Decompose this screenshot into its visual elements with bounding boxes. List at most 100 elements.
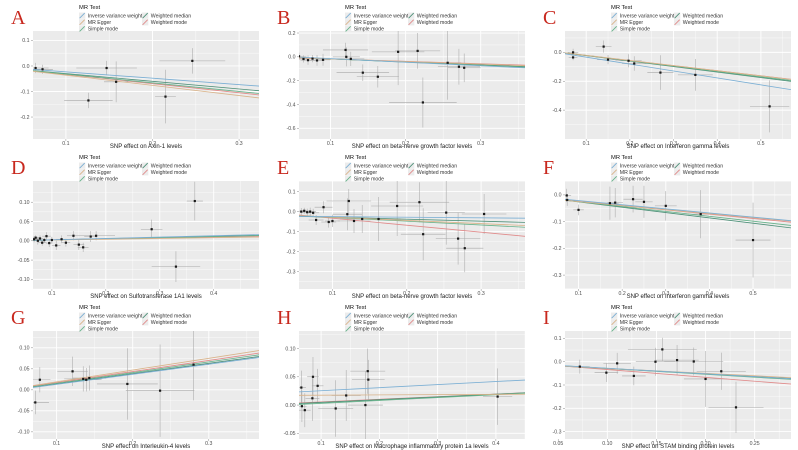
regression-line-simple bbox=[33, 70, 259, 94]
legend-item-label: Weighted median bbox=[151, 313, 191, 319]
panel-A: 0.1 0.2 0.3 0.1 0.0 -0.1 -0.2 SNP effect on Axi… bbox=[0, 0, 266, 150]
legend-item-label: Weighted median bbox=[151, 13, 191, 19]
x-axis-title: SNP effect on STAM binding protein level… bbox=[622, 444, 735, 450]
legend-line-swatch-wmedian-icon bbox=[142, 162, 149, 169]
minor-gridlines bbox=[33, 31, 259, 139]
minor-gridlines bbox=[565, 31, 791, 139]
x-tick-label: 0.10 bbox=[602, 441, 612, 447]
legend-line-swatch-ivw-icon bbox=[345, 12, 352, 19]
x-axis-title: SNP effect on Sulfotransferase 1A1 level… bbox=[90, 294, 202, 300]
legend-item-label: Inverse variance weighted bbox=[354, 163, 414, 169]
legend-line-swatch-ivw-icon bbox=[345, 162, 352, 169]
regression-lines bbox=[299, 379, 525, 405]
data-points bbox=[34, 363, 195, 404]
y-tick-label: 0.0 bbox=[554, 50, 561, 56]
y-tick-label: 0.1 bbox=[288, 189, 295, 195]
legend-line-swatch-wmedian-icon bbox=[408, 12, 415, 19]
regression-line-ivw bbox=[33, 69, 259, 87]
legend-title: MR Test bbox=[79, 155, 101, 161]
x-axis-title: SNP effect on Interleukin-4 levels bbox=[102, 444, 191, 450]
legend-line-swatch-simple-icon bbox=[345, 25, 352, 32]
major-gridlines bbox=[565, 181, 791, 289]
legend-line-swatch-simple-icon bbox=[79, 25, 86, 32]
legend-title: MR Test bbox=[79, 305, 101, 311]
x-tick-label: 0.3 bbox=[670, 141, 677, 147]
y-tick-label: 0.00 bbox=[19, 388, 29, 394]
x-tick-label: 0.2 bbox=[626, 141, 633, 147]
regression-line-ivw bbox=[299, 215, 525, 219]
legend-item-label: Simple mode bbox=[620, 177, 650, 183]
regression-lines bbox=[33, 69, 259, 99]
legend-item-label: Weighted median bbox=[683, 313, 723, 319]
x-tick-label: 0.3 bbox=[205, 441, 212, 447]
panel-G: 0.1 0.2 0.3 0.10 0.05 0.00 -0.05 -0.10 SNP effec… bbox=[0, 300, 266, 450]
y-tick-label: 0.00 bbox=[285, 403, 295, 409]
legend-item-label: Weighted mode bbox=[417, 320, 453, 326]
major-gridlines bbox=[33, 331, 259, 439]
y-tick-label: -0.1 bbox=[21, 89, 30, 95]
x-axis-title: SNP effect on beta-nerve growth factor l… bbox=[352, 294, 473, 300]
data-points bbox=[578, 348, 738, 409]
legend-line-swatch-wmedian-icon bbox=[674, 312, 681, 319]
panel-letter: D bbox=[11, 157, 25, 179]
data-points bbox=[565, 194, 755, 242]
legend-item-label: Weighted median bbox=[417, 13, 457, 19]
legend-title: MR Test bbox=[345, 5, 367, 11]
legend-line-swatch-wmedian-icon bbox=[674, 12, 681, 19]
legend-line-swatch-simple-icon bbox=[79, 325, 86, 332]
legend-item-label: MR Egger bbox=[354, 170, 378, 176]
axis-tick-marks bbox=[31, 347, 210, 441]
regression-lines bbox=[565, 198, 791, 229]
legend-line-swatch-egger-icon bbox=[79, 19, 86, 26]
y-tick-label: -0.1 bbox=[553, 219, 562, 225]
legend-line-swatch-wmode-icon bbox=[142, 19, 149, 26]
legend-title: MR Test bbox=[611, 305, 633, 311]
y-tick-label: 0.0 bbox=[554, 360, 561, 366]
x-tick-label: 0.2 bbox=[619, 291, 626, 297]
axis-tick-marks bbox=[297, 32, 481, 141]
legend-item-label: Inverse variance weighted bbox=[620, 163, 680, 169]
axis-tick-marks bbox=[563, 194, 754, 291]
data-points bbox=[300, 370, 499, 412]
panel-letter: B bbox=[277, 7, 290, 29]
panel-C: 0.1 0.2 0.3 0.4 0.5 0.0 -0.2 -0.4 SNP effect on … bbox=[532, 0, 798, 150]
x-tick-label: 0.2 bbox=[102, 291, 109, 297]
legend-line-swatch-egger-icon bbox=[79, 169, 86, 176]
x-tick-label: 0.1 bbox=[583, 141, 590, 147]
regression-line-wmedian bbox=[565, 199, 791, 229]
x-tick-label: 0.1 bbox=[62, 141, 69, 147]
regression-line-simple bbox=[33, 354, 259, 388]
regression-line-egger bbox=[299, 393, 525, 396]
x-tick-label: 0.4 bbox=[492, 441, 499, 447]
legend-item-label: Inverse variance weighted bbox=[88, 13, 148, 19]
legend-item-label: Weighted median bbox=[683, 13, 723, 19]
x-tick-label: 0.3 bbox=[434, 441, 441, 447]
y-tick-label: 0.0 bbox=[554, 193, 561, 199]
x-tick-label: 0.2 bbox=[129, 441, 136, 447]
y-tick-label: 0.10 bbox=[285, 346, 295, 352]
x-tick-label: 0.4 bbox=[210, 291, 217, 297]
y-tick-label: -0.3 bbox=[553, 273, 562, 279]
legend-item-label: Simple mode bbox=[88, 27, 118, 33]
x-axis-title: SNP effect on Interferon gamma levels bbox=[627, 144, 730, 150]
legend-item-label: Simple mode bbox=[88, 327, 118, 333]
legend-item-label: Weighted mode bbox=[417, 20, 453, 26]
panel-letter: H bbox=[277, 307, 291, 329]
regression-line-wmode bbox=[565, 365, 791, 385]
x-tick-label: 0.20 bbox=[700, 441, 710, 447]
y-tick-label: 0.0 bbox=[22, 64, 29, 70]
legend-item-label: Simple mode bbox=[620, 27, 650, 33]
axis-tick-marks bbox=[557, 338, 755, 441]
y-tick-label: -0.2 bbox=[553, 406, 562, 412]
legend-line-swatch-ivw-icon bbox=[79, 312, 86, 319]
y-tick-label: 0.10 bbox=[19, 200, 29, 206]
regression-line-egger bbox=[33, 70, 259, 99]
legend-line-swatch-wmode-icon bbox=[408, 169, 415, 176]
legend-item-label: MR Egger bbox=[354, 320, 378, 326]
x-tick-label: 0.5 bbox=[757, 141, 764, 147]
x-tick-label: 0.1 bbox=[48, 291, 55, 297]
legend-line-swatch-simple-icon bbox=[345, 175, 352, 182]
panel-letter: C bbox=[543, 7, 556, 29]
